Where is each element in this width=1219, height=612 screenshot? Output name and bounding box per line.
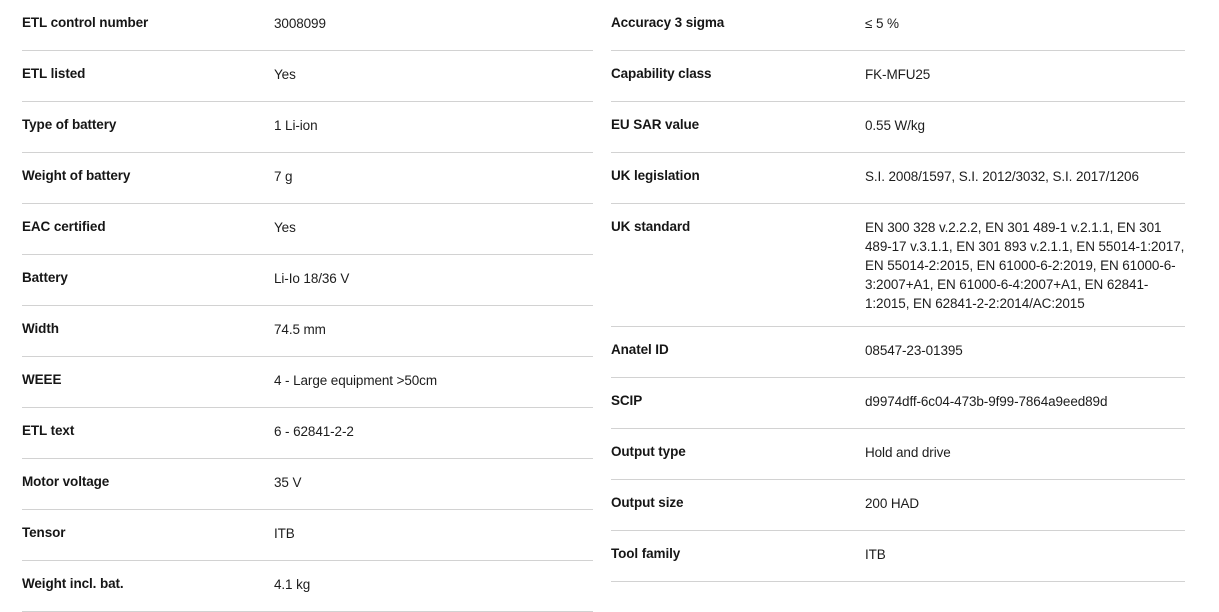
spec-column-left: ETL control number 3008099 ETL listed Ye… (0, 0, 600, 612)
spec-label: ETL listed (22, 66, 86, 81)
spec-value: 7 g (274, 169, 293, 184)
spec-value: Yes (274, 67, 296, 82)
spec-label: Anatel ID (611, 342, 669, 357)
spec-value: 1 Li-ion (274, 118, 318, 133)
spec-label: Tool family (611, 546, 681, 561)
table-row: Tensor ITB (22, 510, 593, 561)
spec-label: WEEE (22, 372, 62, 387)
spec-label: Motor voltage (22, 474, 110, 489)
spec-label: Width (22, 321, 59, 336)
spec-label: SCIP (611, 393, 643, 408)
spec-value: EN 300 328 v.2.2.2, EN 301 489-1 v.2.1.1… (865, 220, 1185, 311)
spec-label: Weight incl. bat. (22, 576, 124, 591)
table-row: Output type Hold and drive (611, 429, 1185, 480)
spec-label: Type of battery (22, 117, 117, 132)
table-row: UK standard EN 300 328 v.2.2.2, EN 301 4… (611, 204, 1185, 327)
table-row: Accuracy 3 sigma ≤ 5 % (611, 0, 1185, 51)
spec-value: 35 V (274, 475, 302, 490)
spec-value: 200 HAD (865, 496, 920, 511)
table-row: WEEE 4 - Large equipment >50cm (22, 357, 593, 408)
spec-value: 08547-23-01395 (865, 343, 963, 358)
table-row: ETL text 6 - 62841-2-2 (22, 408, 593, 459)
table-row: SCIP d9974dff-6c04-473b-9f99-7864a9eed89… (611, 378, 1185, 429)
table-row: Anatel ID 08547-23-01395 (611, 327, 1185, 378)
spec-label: UK standard (611, 219, 691, 234)
spec-value: FK-MFU25 (865, 67, 931, 82)
spec-label: ETL text (22, 423, 75, 438)
table-row: UK legislation S.I. 2008/1597, S.I. 2012… (611, 153, 1185, 204)
spec-label: Tensor (22, 525, 66, 540)
spec-label: UK legislation (611, 168, 700, 183)
spec-label: EAC certified (22, 219, 106, 234)
spec-value: 3008099 (274, 16, 326, 31)
spec-label: EU SAR value (611, 117, 700, 132)
table-row: Output size 200 HAD (611, 480, 1185, 531)
table-row: Capability class FK-MFU25 (611, 51, 1185, 102)
spec-column-right: Accuracy 3 sigma ≤ 5 % Capability class … (600, 0, 1219, 582)
spec-value: S.I. 2008/1597, S.I. 2012/3032, S.I. 201… (865, 169, 1139, 184)
spec-value: ITB (274, 526, 295, 541)
spec-value: 4.1 kg (274, 577, 311, 592)
table-row: ETL control number 3008099 (22, 0, 593, 51)
spec-label: Output size (611, 495, 684, 510)
table-row: EAC certified Yes (22, 204, 593, 255)
spec-value: Yes (274, 220, 296, 235)
spec-value: 6 - 62841-2-2 (274, 424, 354, 439)
spec-label: Battery (22, 270, 68, 285)
spec-label: Output type (611, 444, 686, 459)
table-row: Type of battery 1 Li-ion (22, 102, 593, 153)
spec-value: 74.5 mm (274, 322, 326, 337)
table-row: Motor voltage 35 V (22, 459, 593, 510)
spec-value: Li-Io 18/36 V (274, 271, 350, 286)
table-row: Battery Li-Io 18/36 V (22, 255, 593, 306)
spec-value: d9974dff-6c04-473b-9f99-7864a9eed89d (865, 394, 1108, 409)
spec-label: Accuracy 3 sigma (611, 15, 725, 30)
spec-label: Capability class (611, 66, 712, 81)
table-row: Width 74.5 mm (22, 306, 593, 357)
spec-value: ITB (865, 547, 886, 562)
spec-value: 4 - Large equipment >50cm (274, 373, 437, 388)
table-row: ETL listed Yes (22, 51, 593, 102)
table-row: Weight incl. bat. 4.1 kg (22, 561, 593, 612)
spec-value: ≤ 5 % (865, 16, 899, 31)
spec-value: Hold and drive (865, 445, 951, 460)
spec-label: ETL control number (22, 15, 149, 30)
spec-label: Weight of battery (22, 168, 131, 183)
table-row: EU SAR value 0.55 W/kg (611, 102, 1185, 153)
spec-value: 0.55 W/kg (865, 118, 925, 133)
table-row: Tool family ITB (611, 531, 1185, 582)
table-row: Weight of battery 7 g (22, 153, 593, 204)
